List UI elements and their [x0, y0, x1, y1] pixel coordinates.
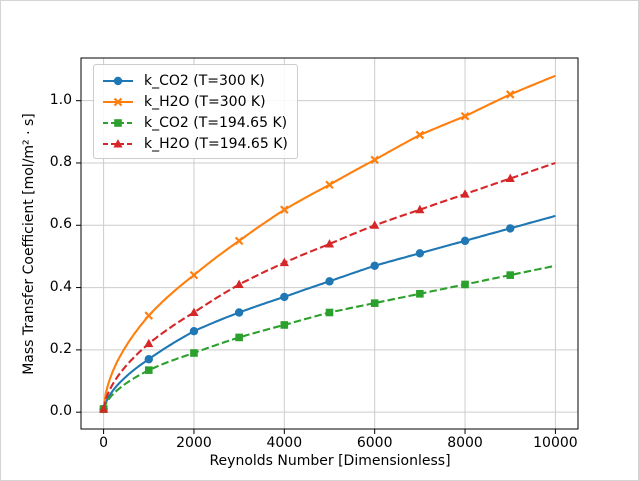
legend-label: k_H2O (T=194.65 K) [144, 135, 288, 152]
triangle-marker-icon [279, 257, 289, 267]
legend-item: k_CO2 (T=300 K) [101, 70, 288, 91]
circle-marker-icon [189, 326, 199, 336]
y-axis-label: Mass Transfer Coefficient [mol/m² · s] [21, 113, 37, 375]
legend-item: k_CO2 (T=194.65 K) [101, 112, 288, 133]
x-marker-icon [234, 236, 244, 246]
triangle-marker-icon [324, 239, 335, 248]
circle-marker-icon [460, 236, 470, 246]
circle-marker-icon [280, 292, 289, 302]
circle-marker-icon [506, 224, 515, 233]
axes-spines [80, 57, 579, 430]
circle-marker-icon [234, 308, 244, 317]
legend-label: k_CO2 (T=300 K) [144, 72, 265, 89]
circle-marker-icon [144, 355, 153, 364]
triangle-marker-icon [98, 404, 109, 413]
square-marker-icon [144, 366, 153, 374]
circle-marker-icon [325, 277, 334, 286]
square-marker-icon [416, 290, 424, 298]
square-marker-icon [280, 321, 289, 329]
legend-key-square-icon [103, 118, 133, 127]
triangle-marker-icon [144, 338, 154, 348]
triangle-marker-icon [234, 279, 244, 288]
square-marker-icon [506, 271, 515, 279]
triangle-marker-icon [370, 220, 380, 229]
x-marker-icon [113, 97, 123, 106]
legend-label: k_CO2 (T=194.65 K) [144, 114, 288, 131]
square-marker-icon [235, 333, 243, 342]
triangle-marker-icon [460, 189, 470, 198]
x-axis-label: Reynolds Number [Dimensionless] [209, 453, 451, 469]
circle-marker-icon [370, 261, 379, 270]
square-marker-icon [325, 308, 334, 317]
triangle-marker-icon [415, 204, 425, 214]
square-marker-icon [370, 299, 379, 307]
x-marker-icon [415, 130, 425, 140]
legend-key-circle-icon [103, 76, 133, 85]
triangle-marker-icon [189, 307, 199, 316]
square-marker-icon [190, 349, 198, 357]
x-marker-icon [189, 270, 199, 280]
square-marker-icon [461, 280, 469, 289]
legend-label: k_H2O (T=300 K) [144, 93, 266, 110]
legend-key-triangle-up-icon [103, 138, 133, 147]
square-marker-icon [114, 118, 122, 127]
x-marker-icon [370, 155, 379, 165]
circle-marker-icon [415, 249, 425, 258]
circle-marker-icon [113, 76, 123, 85]
x-marker-icon [280, 205, 289, 214]
legend-item: k_H2O (T=300 K) [101, 91, 288, 112]
legend-key-x-icon [103, 97, 133, 106]
x-marker-icon [144, 311, 154, 320]
triangle-marker-icon [113, 138, 123, 147]
series-line-3 [102, 161, 556, 410]
legend: k_CO2 (T=300 K) k_H2O (T=300 K) k_CO2 (T=1… [93, 64, 298, 159]
x-marker-icon [505, 90, 515, 99]
legend-item: k_H2O (T=194.65 K) [101, 133, 288, 154]
x-marker-icon [460, 111, 470, 121]
x-marker-icon [325, 180, 334, 190]
triangle-marker-icon [505, 173, 515, 183]
